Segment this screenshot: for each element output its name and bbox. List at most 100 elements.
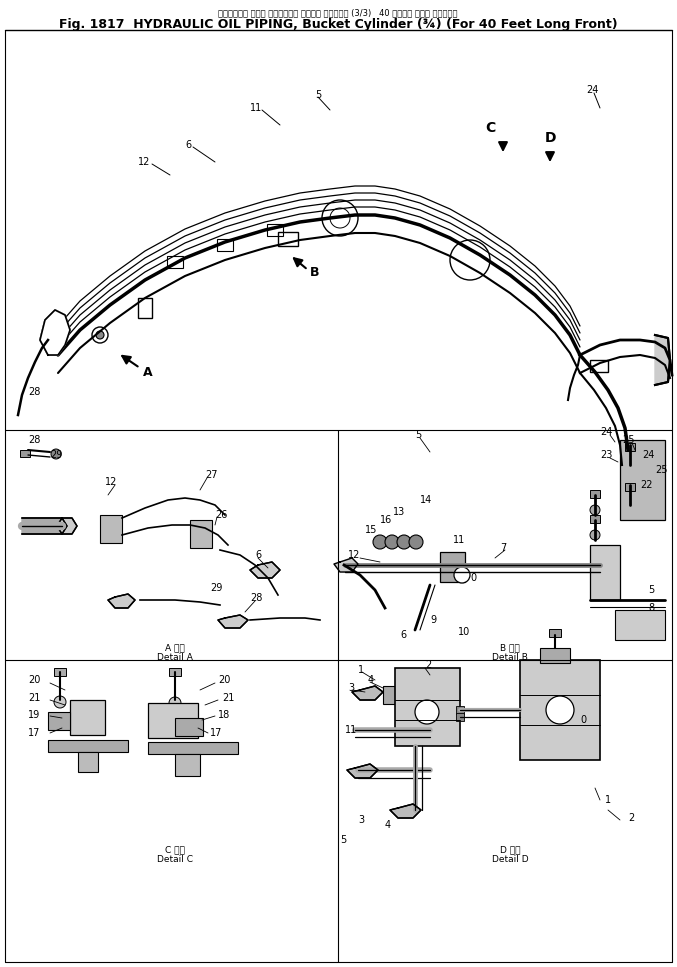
Text: 9: 9: [430, 615, 436, 625]
Polygon shape: [334, 558, 358, 572]
Text: 10: 10: [458, 627, 471, 637]
Text: A: A: [143, 366, 152, 378]
Circle shape: [546, 696, 574, 724]
Circle shape: [54, 696, 66, 708]
Text: 5: 5: [415, 430, 421, 440]
Bar: [440, 552, 465, 582]
Circle shape: [409, 535, 423, 549]
Text: 18: 18: [218, 710, 230, 720]
Bar: [175, 754, 200, 776]
Polygon shape: [108, 594, 135, 608]
Text: 28: 28: [28, 435, 41, 445]
Text: 27: 27: [205, 470, 217, 480]
Text: 20: 20: [28, 675, 41, 685]
Bar: [625, 483, 635, 491]
Polygon shape: [40, 310, 70, 355]
Text: 24: 24: [642, 450, 655, 460]
Circle shape: [454, 567, 470, 583]
Text: 12: 12: [348, 550, 360, 560]
Text: 0: 0: [470, 573, 476, 583]
Text: 2: 2: [628, 813, 634, 823]
Bar: [540, 648, 570, 663]
Polygon shape: [218, 615, 248, 628]
Text: 8: 8: [648, 603, 654, 613]
Text: 11: 11: [250, 103, 262, 113]
Text: 26: 26: [215, 510, 227, 520]
Text: C: C: [485, 121, 495, 135]
Polygon shape: [347, 764, 378, 778]
Polygon shape: [22, 518, 67, 534]
Bar: [175, 718, 203, 736]
Text: 1: 1: [605, 795, 611, 805]
Text: 13: 13: [393, 507, 406, 517]
Circle shape: [169, 697, 181, 709]
Text: 19: 19: [28, 710, 40, 720]
Bar: [167, 256, 183, 268]
Text: 6: 6: [255, 550, 261, 560]
Text: 2: 2: [425, 660, 431, 670]
Bar: [169, 668, 181, 676]
Circle shape: [590, 505, 600, 515]
Text: 1: 1: [358, 665, 364, 675]
Polygon shape: [250, 562, 280, 578]
Bar: [70, 700, 105, 735]
Text: ハイドラック オイル パイピング、 バケット シリンダー (3/3)   40 フィート ロング フロント用: ハイドラック オイル パイピング、 バケット シリンダー (3/3) 40 フィ…: [218, 8, 458, 17]
Bar: [267, 224, 283, 236]
Text: 6: 6: [185, 140, 191, 150]
Bar: [48, 740, 128, 752]
Text: 3: 3: [348, 683, 354, 693]
Text: 22: 22: [640, 480, 653, 490]
Circle shape: [397, 535, 411, 549]
Text: 7: 7: [500, 543, 506, 553]
Text: 29: 29: [210, 583, 222, 593]
Polygon shape: [390, 804, 421, 818]
Text: 24: 24: [600, 427, 613, 437]
Text: 25: 25: [622, 435, 634, 445]
Bar: [590, 490, 600, 498]
Text: 11: 11: [345, 725, 357, 735]
Text: 12: 12: [105, 477, 117, 487]
Text: 6: 6: [400, 630, 406, 640]
Bar: [100, 515, 122, 543]
Bar: [48, 712, 70, 730]
Bar: [217, 239, 233, 251]
Text: Detail D: Detail D: [492, 856, 528, 864]
Bar: [590, 515, 600, 523]
Bar: [615, 610, 665, 640]
Text: D: D: [544, 131, 556, 145]
Bar: [138, 298, 152, 318]
Bar: [620, 440, 665, 520]
Circle shape: [385, 535, 399, 549]
Text: 24: 24: [586, 85, 598, 95]
Text: 17: 17: [28, 728, 41, 738]
Text: 4: 4: [385, 820, 391, 830]
Text: 4: 4: [368, 675, 374, 685]
Text: 29: 29: [50, 450, 62, 460]
Polygon shape: [352, 686, 383, 700]
Text: 21: 21: [222, 693, 234, 703]
Text: 17: 17: [210, 728, 222, 738]
Text: Detail C: Detail C: [157, 856, 193, 864]
Text: Detail A: Detail A: [157, 653, 193, 661]
Bar: [395, 668, 460, 746]
Text: A 詳細: A 詳細: [165, 643, 185, 653]
Text: 21: 21: [28, 693, 41, 703]
Text: 28: 28: [250, 593, 263, 603]
Circle shape: [590, 530, 600, 540]
Bar: [520, 660, 600, 760]
Circle shape: [51, 449, 61, 459]
Bar: [148, 742, 238, 754]
Circle shape: [415, 700, 439, 724]
Bar: [549, 629, 561, 637]
Bar: [78, 752, 98, 772]
Text: 15: 15: [365, 525, 377, 535]
Bar: [54, 668, 66, 676]
Bar: [625, 443, 635, 451]
Text: D 詳細: D 詳細: [500, 845, 520, 855]
Text: B 詳細: B 詳細: [500, 643, 520, 653]
Bar: [148, 703, 198, 738]
Polygon shape: [655, 335, 670, 385]
Text: 5: 5: [340, 835, 346, 845]
Text: 23: 23: [600, 450, 613, 460]
Bar: [383, 686, 398, 704]
